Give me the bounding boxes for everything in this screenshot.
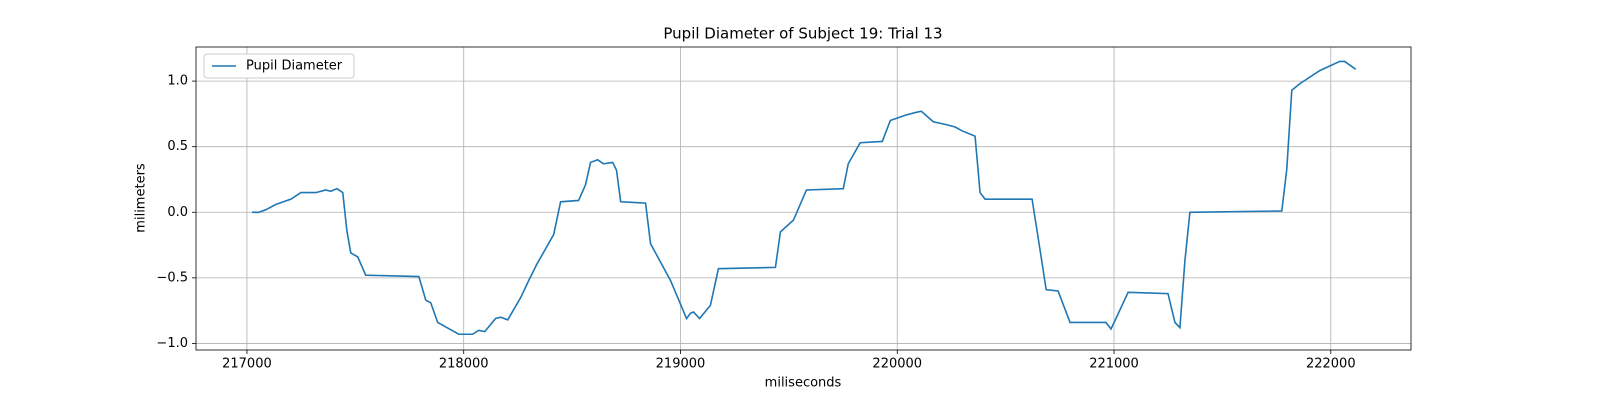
x-tick-label: 221000 xyxy=(1089,357,1139,372)
x-tick-label: 218000 xyxy=(439,357,489,372)
legend-box xyxy=(203,53,355,79)
data-line xyxy=(251,60,1357,336)
chart-title: Pupil Diameter of Subject 19: Trial 13 xyxy=(663,25,942,43)
x-tick-label: 219000 xyxy=(656,357,706,372)
y-tick-label: 0.0 xyxy=(167,205,188,220)
y-tick-label: −0.5 xyxy=(156,270,188,285)
plot-frame xyxy=(195,46,1412,351)
y-tick-label: 0.5 xyxy=(167,139,188,154)
y-tick-label: −1.0 xyxy=(156,336,188,351)
x-axis-label: miliseconds xyxy=(765,376,842,391)
y-axis-label: milimeters xyxy=(134,163,149,233)
legend-label: Pupil Diameter xyxy=(246,59,343,74)
x-tick-label: 222000 xyxy=(1306,357,1356,372)
x-tick-label: 217000 xyxy=(222,357,272,372)
x-tick-label: 220000 xyxy=(872,357,922,372)
y-tick-label: 1.0 xyxy=(167,74,188,89)
